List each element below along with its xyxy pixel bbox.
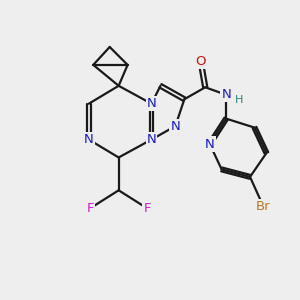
Text: N: N	[205, 137, 214, 151]
Text: F: F	[86, 202, 94, 215]
Text: F: F	[143, 202, 151, 215]
Text: N: N	[147, 133, 156, 146]
Text: N: N	[84, 133, 94, 146]
Text: O: O	[196, 56, 206, 68]
Text: N: N	[147, 97, 156, 110]
Text: N: N	[170, 120, 180, 133]
Text: N: N	[221, 88, 231, 101]
Text: H: H	[235, 95, 243, 105]
Text: Br: Br	[256, 200, 271, 213]
